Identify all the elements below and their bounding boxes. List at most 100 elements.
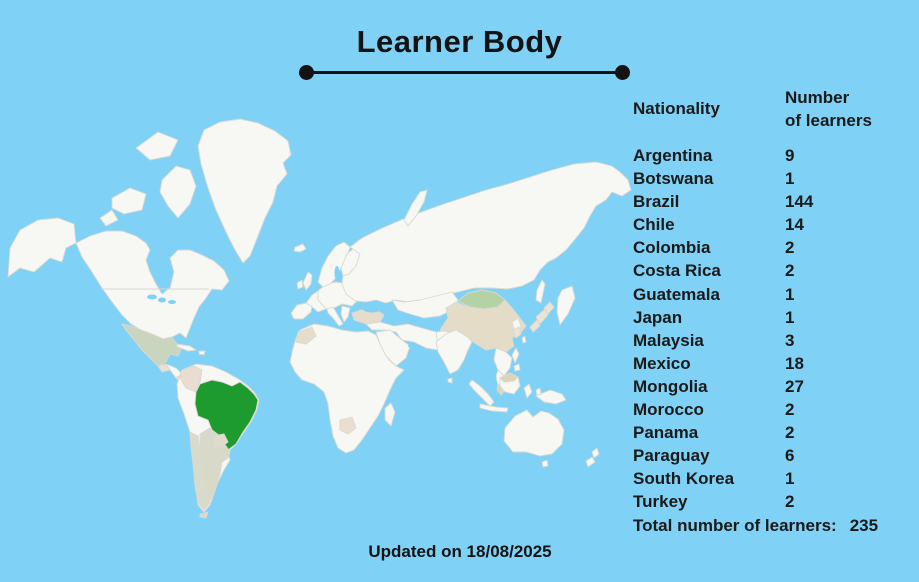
map-region-java: [479, 403, 509, 413]
count-cell: 3: [785, 330, 795, 350]
map-country-japan-kyushu: [529, 319, 541, 333]
count-cell: 2: [785, 423, 795, 443]
count-cell: 2: [785, 238, 795, 258]
map-country-morocco: [295, 326, 317, 345]
map-region-iberia: [290, 302, 313, 320]
map-region-philippines: [511, 347, 520, 364]
nationality-cell: Brazil: [633, 192, 680, 212]
map-region-indochina: [493, 347, 513, 377]
map-region-baffin-island: [159, 165, 197, 219]
count-cell: 2: [785, 492, 795, 512]
table-row: Costa Rica 2: [633, 259, 915, 282]
map-region-tierra-del-fuego: [199, 511, 209, 519]
count-cell: 27: [785, 376, 804, 396]
title-underline: [299, 65, 630, 80]
nationality-cell: Mongolia: [633, 376, 708, 396]
table-row: Colombia 2: [633, 236, 915, 259]
map-water-lake-huron: [158, 297, 166, 303]
map-region-sri-lanka: [447, 377, 453, 384]
count-cell: 1: [785, 307, 795, 327]
map-country-brazil: [194, 379, 259, 451]
map-region-mindanao: [513, 363, 521, 372]
nationality-cell: Panama: [633, 423, 699, 443]
table-body: Argentina 9 Botswana 1 Brazil 144 Chile 14 C…: [633, 144, 915, 514]
map-water-lake-superior: [147, 294, 157, 300]
page-title: Learner Body: [356, 24, 563, 59]
map-country-paraguay: [213, 433, 229, 449]
map-country-japan-honshu: [535, 308, 549, 325]
nationality-cell: Guatemala: [633, 284, 720, 304]
table-row: Botswana 1: [633, 167, 915, 190]
map-region-russia-siberia: [341, 161, 632, 304]
nationality-cell: Costa Rica: [633, 261, 721, 281]
table-header: Nationality Number of learners: [633, 86, 915, 132]
total-label: Total number of learners:: [633, 515, 837, 535]
map-region-new-guinea: [535, 389, 567, 405]
map-region-great-britain: [302, 271, 313, 291]
count-cell: 18: [785, 353, 804, 373]
map-region-hispaniola: [198, 350, 206, 356]
map-region-greenland: [197, 118, 292, 264]
learners-table: Nationality Number of learners Argentina…: [633, 86, 915, 537]
table-row: Morocco 2: [633, 398, 915, 421]
nationality-cell: Colombia: [633, 238, 711, 258]
map-country-south-korea: [512, 326, 522, 339]
inland-water: [147, 266, 416, 348]
map-country-malaysia-borneo: [499, 372, 519, 383]
nationality-cell: Mexico: [633, 353, 691, 373]
nationality-cell: Turkey: [633, 492, 688, 512]
count-cell: 144: [785, 192, 814, 212]
nationality-header: Nationality: [633, 99, 720, 119]
table-row: Japan 1: [633, 306, 915, 329]
count-cell: 1: [785, 169, 795, 189]
map-region-africa: [289, 323, 405, 454]
landmasses: [7, 118, 632, 519]
nationality-cell: South Korea: [633, 469, 735, 489]
table-row: South Korea 1: [633, 467, 915, 490]
map-region-banks-island: [99, 209, 119, 227]
total-row: Total number of learners: 235: [633, 514, 915, 537]
map-region-victoria-island: [111, 187, 147, 215]
map-region-sakhalin: [535, 279, 546, 304]
map-country-mexico: [121, 323, 183, 367]
count-cell: 9: [785, 146, 795, 165]
table-row: Panama 2: [633, 421, 915, 444]
map-region-new-zealand-north: [591, 447, 600, 459]
table-row: Malaysia 3: [633, 329, 915, 352]
nationality-cell: Chile: [633, 215, 675, 235]
map-region-ireland: [296, 279, 304, 290]
underline-bar: [306, 70, 623, 74]
nationality-cell: Botswana: [633, 169, 714, 189]
map-region-arabia: [375, 329, 411, 367]
nationality-cell: Paraguay: [633, 446, 710, 466]
table-row: Argentina 9: [633, 144, 915, 167]
count-cell: 6: [785, 446, 795, 466]
count-cell: 2: [785, 261, 795, 281]
table-row: Mongolia 27: [633, 375, 915, 398]
table-row: Guatemala 1: [633, 283, 915, 306]
map-region-kamchatka: [556, 285, 576, 326]
map-region-australia: [503, 409, 565, 457]
count-cell: 14: [785, 215, 804, 235]
table-row: Brazil 144: [633, 190, 915, 213]
count-cell: 1: [785, 469, 795, 489]
map-region-cuba: [175, 343, 197, 352]
table-row: Chile 14: [633, 213, 915, 236]
map-water-baltic-sea: [334, 266, 340, 280]
nationality-cell: Japan: [633, 307, 683, 327]
map-region-new-zealand-south: [585, 456, 596, 468]
map-region-taiwan: [521, 335, 527, 344]
map-region-balkans-greece: [340, 305, 351, 323]
table-row: Paraguay 6: [633, 444, 915, 467]
map-water-lake-erie-ontario: [168, 300, 176, 304]
nationality-cell: Malaysia: [633, 330, 704, 350]
map-region-tasmania: [541, 459, 549, 468]
nationality-cell: Argentina: [633, 146, 713, 165]
map-region-madagascar: [384, 402, 396, 427]
count-cell: 1: [785, 284, 795, 304]
total-value: 235: [849, 515, 879, 535]
map-region-iceland: [293, 243, 307, 253]
map-country-botswana: [339, 416, 357, 435]
